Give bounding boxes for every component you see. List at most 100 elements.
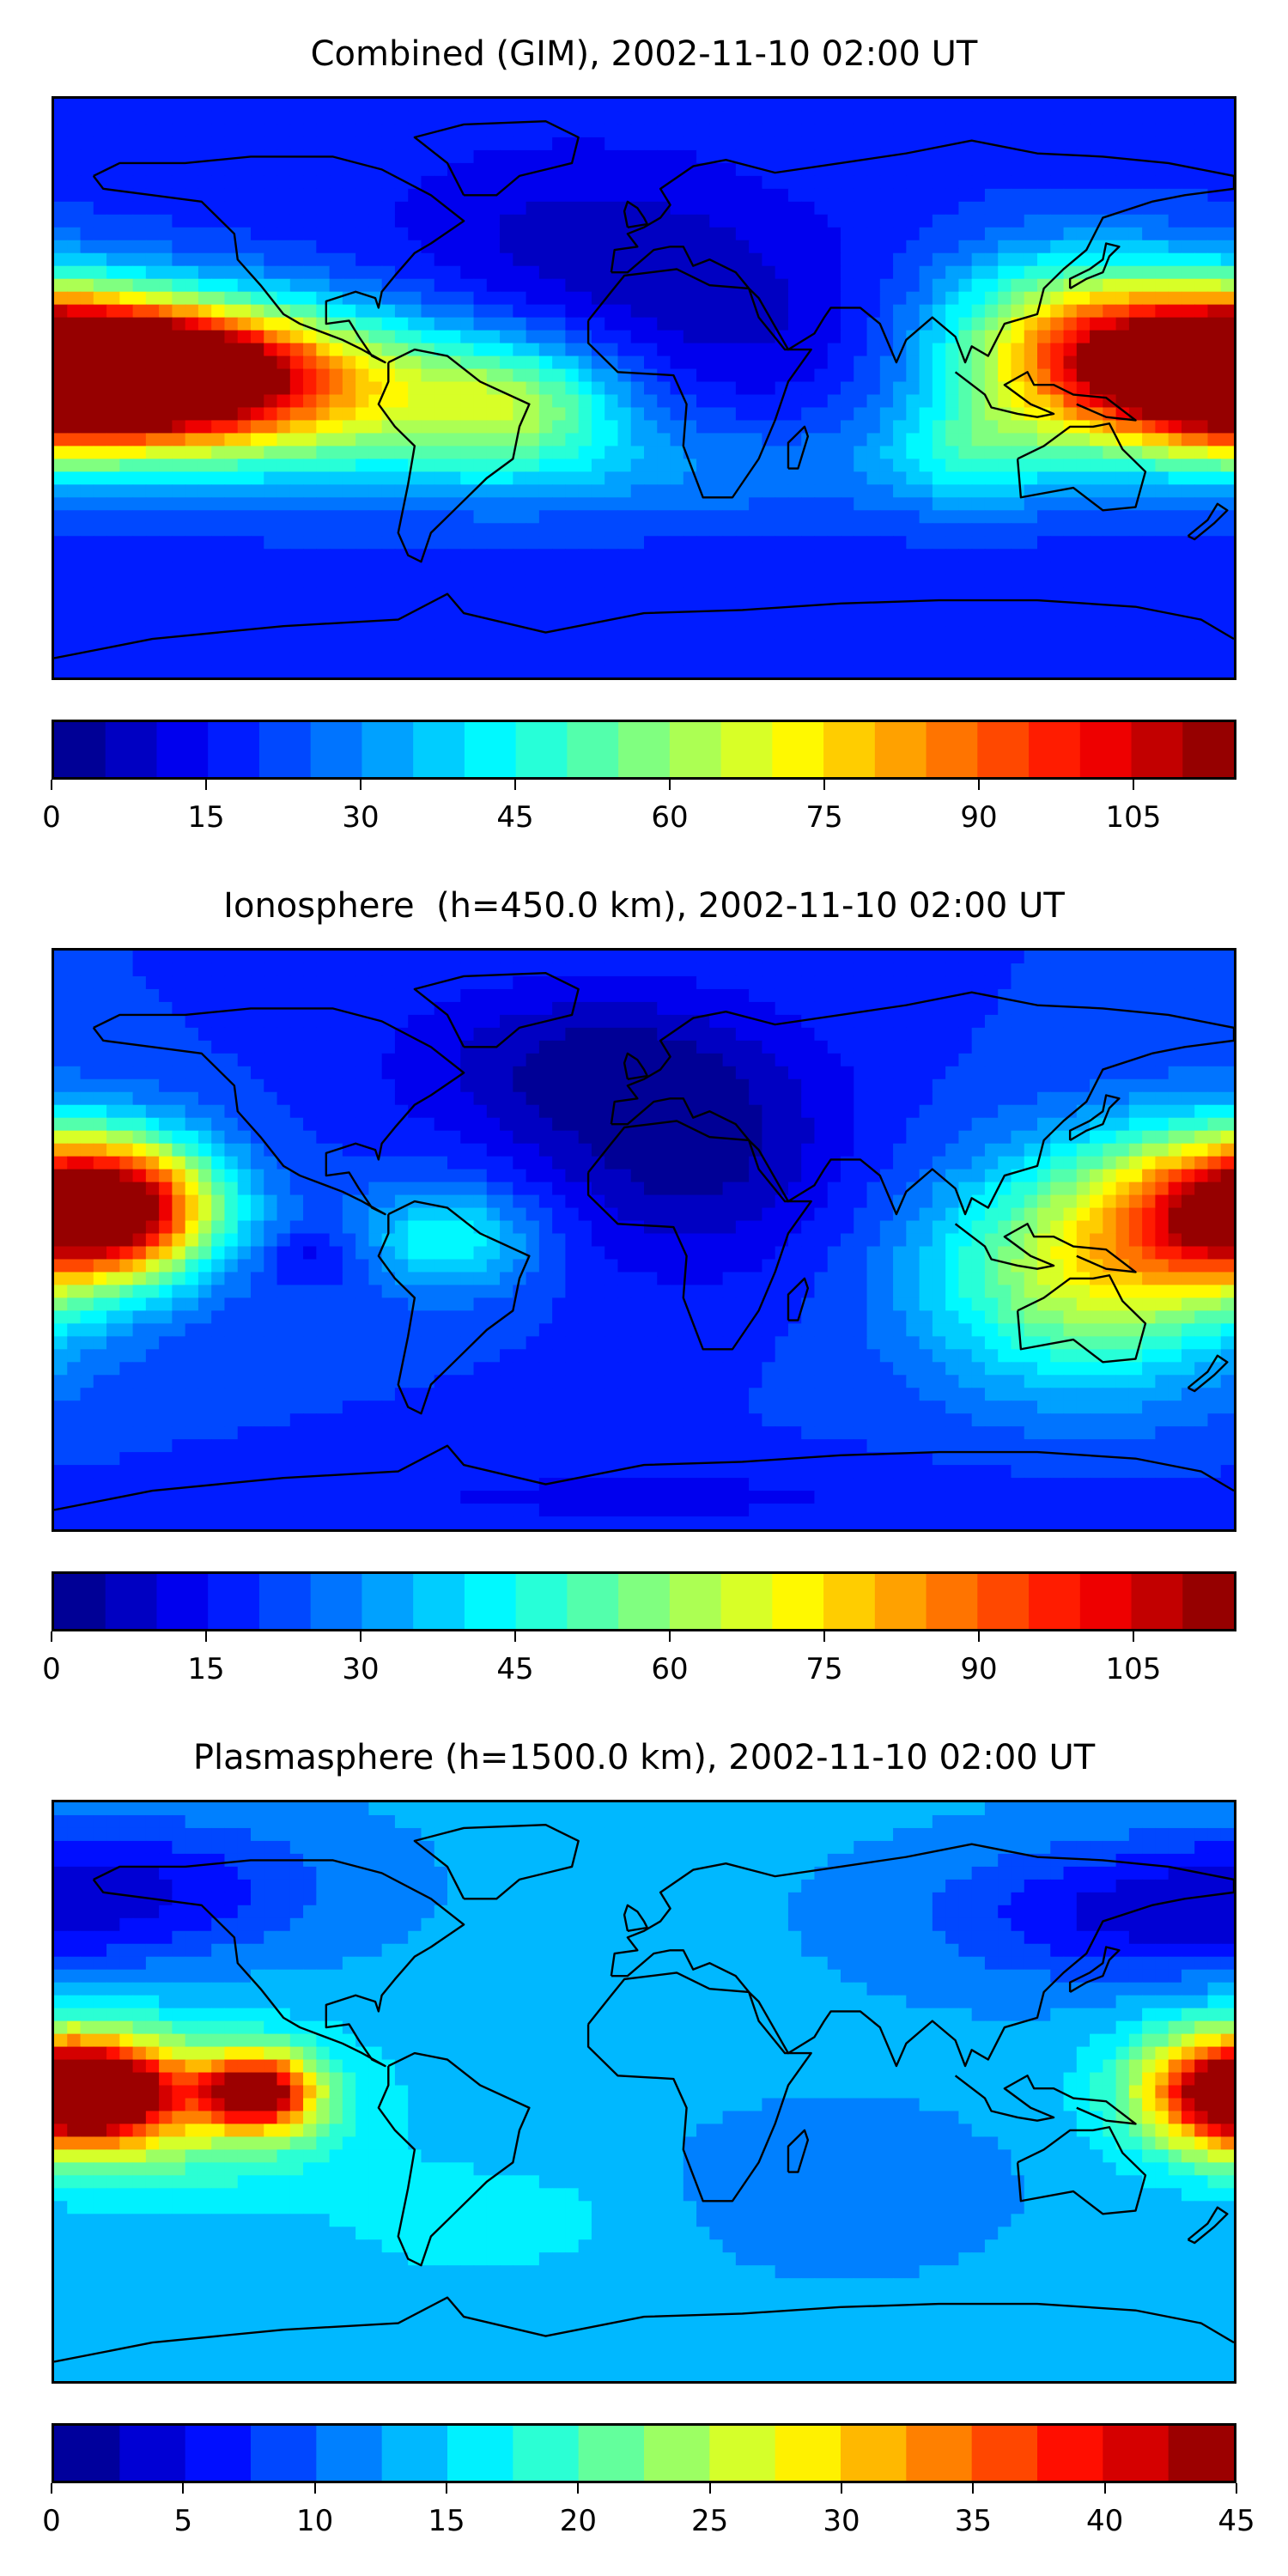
heatmap-cell xyxy=(670,124,684,138)
heatmap-cell xyxy=(984,188,999,203)
heatmap-cell xyxy=(879,600,894,614)
heatmap-cell xyxy=(841,330,854,344)
heatmap-cell xyxy=(841,951,854,964)
heatmap-cell xyxy=(394,1014,409,1029)
heatmap-cell xyxy=(500,214,513,228)
heatmap-cell xyxy=(329,124,343,138)
heatmap-cell xyxy=(1103,317,1117,331)
heatmap-cell xyxy=(224,201,239,216)
heatmap-cell xyxy=(787,227,802,241)
heatmap-cell xyxy=(879,355,894,370)
heatmap-cell xyxy=(211,304,226,319)
heatmap-cell xyxy=(932,381,946,396)
heatmap-cell xyxy=(722,330,737,344)
heatmap-cell xyxy=(54,574,68,588)
heatmap-cell xyxy=(1142,613,1156,627)
heatmap-cell xyxy=(500,137,513,151)
heatmap-cell xyxy=(54,407,68,422)
heatmap-cell xyxy=(958,201,973,216)
heatmap-cell xyxy=(958,188,973,203)
heatmap-cell xyxy=(119,639,134,653)
heatmap-cell xyxy=(617,471,632,485)
heatmap-cell xyxy=(67,252,82,267)
heatmap-cell xyxy=(762,459,776,472)
heatmap-cell xyxy=(421,665,435,677)
heatmap-cell xyxy=(368,963,383,977)
heatmap-cell xyxy=(1090,99,1103,112)
heatmap-cell xyxy=(787,330,802,344)
heatmap-cell xyxy=(775,214,789,228)
heatmap-cell xyxy=(578,407,592,422)
heatmap-cell xyxy=(329,975,343,990)
heatmap-cell xyxy=(722,304,737,319)
heatmap-cell xyxy=(735,1053,750,1067)
heatmap-cell xyxy=(355,665,369,677)
heatmap-cell xyxy=(159,975,173,990)
heatmap-cell xyxy=(657,1066,671,1080)
heatmap-cell xyxy=(513,574,527,588)
heatmap-cell xyxy=(172,988,186,1003)
heatmap-cell xyxy=(1024,420,1038,434)
heatmap-cell xyxy=(1220,149,1234,164)
heatmap-cell xyxy=(735,394,750,409)
heatmap-cell xyxy=(1220,265,1234,280)
heatmap-cell xyxy=(762,407,776,422)
heatmap-cell xyxy=(696,1040,710,1054)
heatmap-cell xyxy=(145,600,160,614)
heatmap-cell xyxy=(1103,201,1117,216)
heatmap-cell xyxy=(1155,149,1170,164)
heatmap-cell xyxy=(1024,652,1038,665)
heatmap-cell xyxy=(381,317,396,331)
heatmap-cell xyxy=(1050,1014,1065,1029)
heatmap-cell xyxy=(486,265,501,280)
heatmap-cell xyxy=(1037,317,1051,331)
heatmap-cell xyxy=(958,975,973,990)
heatmap-cell xyxy=(722,355,737,370)
heatmap-cell xyxy=(303,497,317,511)
heatmap-cell xyxy=(80,252,94,267)
heatmap-cell xyxy=(958,149,973,164)
heatmap-cell xyxy=(342,227,356,241)
heatmap-cell xyxy=(1220,99,1234,112)
heatmap-cell xyxy=(251,963,264,977)
heatmap-cell xyxy=(526,951,540,964)
heatmap-cell xyxy=(513,639,527,653)
heatmap-cell xyxy=(879,188,894,203)
heatmap-cell xyxy=(984,523,999,537)
coastline-north-america xyxy=(92,155,465,364)
heatmap-cell xyxy=(696,652,710,665)
heatmap-cell xyxy=(500,665,513,677)
heatmap-cell xyxy=(1076,484,1091,498)
heatmap-cell xyxy=(827,1066,841,1080)
heatmap-cell xyxy=(526,175,540,190)
heatmap-cell xyxy=(355,124,369,138)
heatmap-cell xyxy=(1024,1053,1038,1067)
heatmap-cell xyxy=(1063,227,1078,241)
heatmap-cell xyxy=(368,988,383,1003)
heatmap-cell xyxy=(709,343,724,357)
heatmap-cell xyxy=(185,201,199,216)
heatmap-cell xyxy=(971,407,986,422)
heatmap-cell xyxy=(919,613,933,627)
heatmap-cell xyxy=(80,587,94,601)
heatmap-cell xyxy=(447,1040,461,1054)
heatmap-cell xyxy=(289,497,304,511)
heatmap-cell xyxy=(945,355,959,370)
heatmap-cell xyxy=(145,626,160,640)
heatmap-cell xyxy=(159,162,173,177)
heatmap-cell xyxy=(447,562,461,575)
heatmap-cell xyxy=(119,626,134,640)
heatmap-cell xyxy=(932,1001,946,1016)
heatmap-cell xyxy=(657,484,671,498)
heatmap-cell xyxy=(1194,510,1209,524)
heatmap-cell xyxy=(460,988,475,1003)
heatmap-cell xyxy=(1050,291,1065,306)
heatmap-cell xyxy=(696,988,710,1003)
heatmap-cell xyxy=(657,951,671,964)
heatmap-cell xyxy=(565,652,580,665)
heatmap-cell xyxy=(552,523,566,537)
heatmap-cell xyxy=(434,355,448,370)
heatmap-cell xyxy=(434,317,448,331)
heatmap-cell xyxy=(80,304,94,319)
heatmap-cell xyxy=(264,471,278,485)
